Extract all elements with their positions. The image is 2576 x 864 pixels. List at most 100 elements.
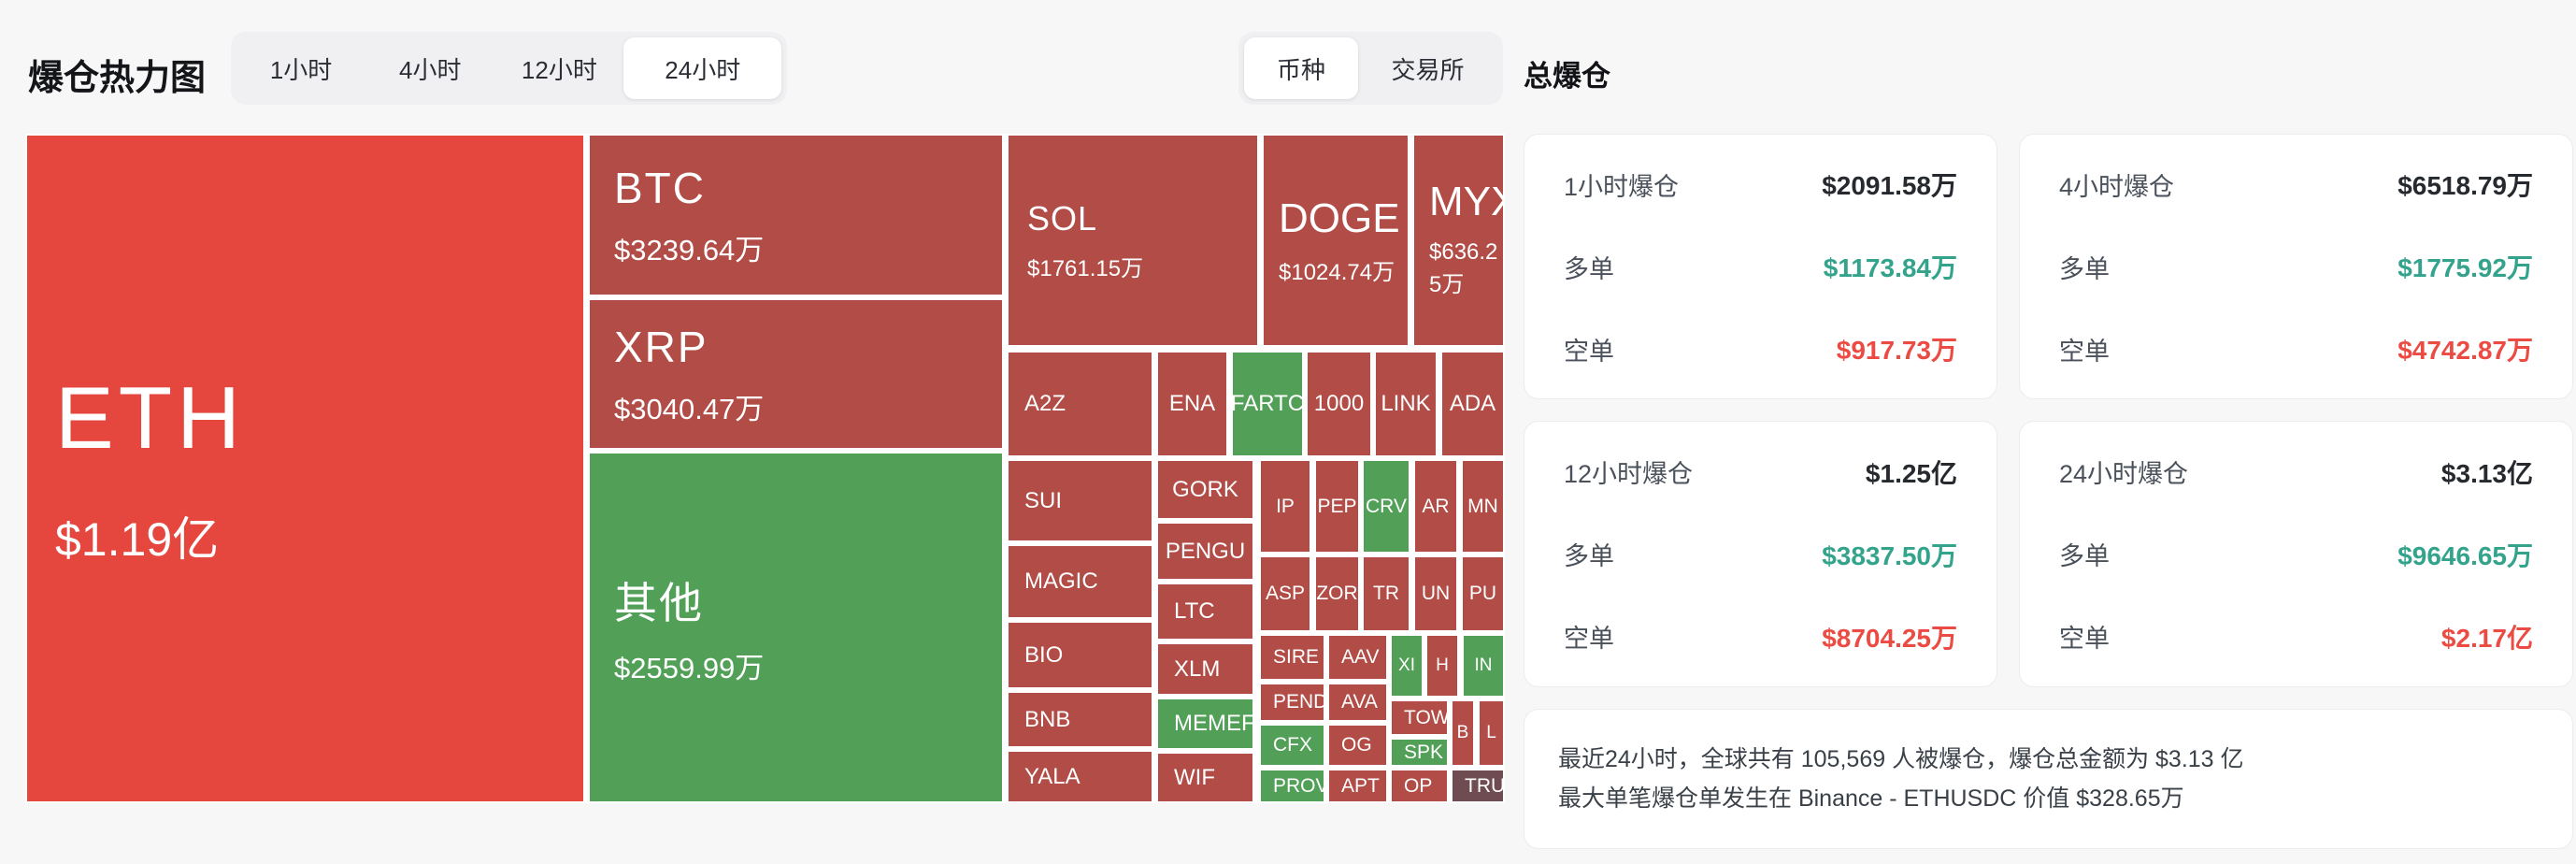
timeframe-tab-group: 1小时 4小时 12小时 24小时 xyxy=(231,32,787,105)
treemap-tile-BIO[interactable]: BIO xyxy=(1007,621,1153,689)
treemap-tile-AAV[interactable]: AAV xyxy=(1327,634,1388,681)
treemap-tile-SIRE[interactable]: SIRE xyxy=(1259,634,1325,681)
tile-symbol: MYX xyxy=(1429,179,1503,225)
period-total: $6518.79万 xyxy=(2397,171,2533,200)
treemap-tile-ZOR[interactable]: ZOR xyxy=(1314,555,1360,632)
long-label: 多单 xyxy=(1564,542,1614,570)
tile-symbol: WIF xyxy=(1174,764,1215,790)
toggle-coin[interactable]: 币种 xyxy=(1244,37,1358,99)
treemap-tile-AR[interactable]: AR xyxy=(1413,459,1458,554)
treemap-tile-MN[interactable]: MN xyxy=(1461,459,1505,554)
treemap-tile-B[interactable]: B xyxy=(1451,699,1475,767)
short-value: $2.17亿 xyxy=(2440,623,2533,653)
tab-4h[interactable]: 4小时 xyxy=(399,55,462,84)
treemap-tile-PROV[interactable]: PROV xyxy=(1259,769,1325,803)
tab-1h[interactable]: 1小时 xyxy=(269,55,333,84)
treemap-tile-L[interactable]: L xyxy=(1478,699,1505,767)
tile-symbol: SIRE xyxy=(1273,646,1320,668)
tile-symbol: PU xyxy=(1468,583,1497,604)
total-liquidation-title: 总爆仓 xyxy=(1524,60,1610,93)
note-line-1: 最近24小时，全球共有 105,569 人被爆仓，爆仓总金额为 $3.13 亿 xyxy=(1558,746,2244,772)
treemap-tile-DOGE[interactable]: DOGE $1024.74万 xyxy=(1262,134,1410,347)
treemap-tile-BTC[interactable]: BTC $3239.64万 xyxy=(588,134,1004,296)
tile-symbol: B xyxy=(1456,723,1469,742)
treemap-tile-MAGIC[interactable]: MAGIC xyxy=(1007,544,1153,619)
treemap-tile-SPK[interactable]: SPK xyxy=(1390,738,1449,767)
treemap-tile-ADA[interactable]: ADA xyxy=(1440,351,1505,457)
tile-symbol: YALA xyxy=(1024,763,1080,789)
treemap-tile-LINK[interactable]: LINK xyxy=(1374,351,1438,457)
treemap-tile-ASP[interactable]: ASP xyxy=(1259,555,1311,632)
long-label: 多单 xyxy=(2059,542,2110,570)
treemap-tile-IP[interactable]: IP xyxy=(1259,459,1311,554)
treemap-tile-IN[interactable]: IN xyxy=(1462,634,1505,698)
treemap-tile-1000[interactable]: 1000 xyxy=(1306,351,1372,457)
tile-symbol: DOGE xyxy=(1279,194,1400,241)
tile-symbol: ETH xyxy=(55,368,245,467)
treemap-tile-GORK[interactable]: GORK xyxy=(1156,459,1254,520)
toggle-exchange[interactable]: 交易所 xyxy=(1391,55,1465,84)
period-label: 1小时爆仓 xyxy=(1564,172,1680,201)
treemap-tile-LTC[interactable]: LTC xyxy=(1156,583,1254,641)
tile-symbol: OP xyxy=(1404,774,1433,797)
liquidation-card-12h: 12小时爆仓 $1.25亿 多单 $3837.50万 空单 $8704.25万 xyxy=(1524,421,1997,687)
tile-symbol: PENGU xyxy=(1165,538,1246,564)
tile-symbol: PEND xyxy=(1273,691,1325,713)
tile-symbol: BIO xyxy=(1024,641,1064,668)
long-value: $3837.50万 xyxy=(1822,540,1957,570)
treemap-tile-OG[interactable]: OG xyxy=(1327,724,1388,767)
short-value: $8704.25万 xyxy=(1822,623,1957,653)
treemap-tile-其他[interactable]: 其他 $2559.99万 xyxy=(588,452,1004,803)
treemap-tile-ETH[interactable]: ETH $1.19亿 xyxy=(25,134,585,803)
tile-symbol: AAV xyxy=(1341,646,1380,668)
tile-value: $1.19亿 xyxy=(55,513,220,566)
liquidation-summary-note: 最近24小时，全球共有 105,569 人被爆仓，爆仓总金额为 $3.13 亿 … xyxy=(1524,709,2573,849)
treemap-tile-ENA[interactable]: ENA xyxy=(1156,351,1228,457)
tile-symbol: H xyxy=(1436,655,1449,675)
liquidation-card-24h: 24小时爆仓 $3.13亿 多单 $9646.65万 空单 $2.17亿 xyxy=(2019,421,2573,687)
tile-symbol: TRU xyxy=(1465,774,1505,797)
tile-symbol: ENA xyxy=(1168,391,1216,416)
treemap-tile-XLM[interactable]: XLM xyxy=(1156,642,1254,696)
treemap-tile-PEND[interactable]: PEND xyxy=(1259,683,1325,722)
treemap-tile-TR[interactable]: TR xyxy=(1362,555,1410,632)
short-label: 空单 xyxy=(1564,337,1614,366)
treemap-tile-SUI[interactable]: SUI xyxy=(1007,459,1153,542)
tile-symbol: OG xyxy=(1341,734,1372,756)
tab-24h[interactable]: 24小时 xyxy=(623,37,782,99)
treemap-tile-UN[interactable]: UN xyxy=(1413,555,1458,632)
tile-symbol: CFX xyxy=(1273,734,1312,756)
tile-symbol: XRP xyxy=(614,322,708,371)
treemap-tile-SOL[interactable]: SOL $1761.15万 xyxy=(1007,134,1259,347)
treemap-tile-CFX[interactable]: CFX xyxy=(1259,724,1325,767)
treemap-tile-YALA[interactable]: YALA xyxy=(1007,750,1153,803)
treemap-tile-PU[interactable]: PU xyxy=(1461,555,1505,632)
treemap-tile-A2Z[interactable]: A2Z xyxy=(1007,351,1153,457)
treemap-tile-FARTC[interactable]: FARTC xyxy=(1231,351,1304,457)
treemap-tile-OP[interactable]: OP xyxy=(1390,769,1449,803)
tile-symbol: UN xyxy=(1421,583,1451,604)
treemap-tile-CRV[interactable]: CRV xyxy=(1362,459,1410,554)
treemap-tile-H[interactable]: H xyxy=(1425,634,1459,698)
long-label: 多单 xyxy=(1564,254,1614,283)
tile-symbol: SUI xyxy=(1024,487,1063,513)
treemap-tile-WIF[interactable]: WIF xyxy=(1156,752,1254,803)
tile-symbol: BTC xyxy=(614,163,706,212)
treemap-tile-APT[interactable]: APT xyxy=(1327,769,1388,803)
treemap-tile-MEMEFI[interactable]: MEMEFI xyxy=(1156,698,1254,750)
treemap-tile-XI[interactable]: XI xyxy=(1390,634,1424,698)
tile-symbol: AR xyxy=(1422,495,1450,517)
treemap-tile-AVA[interactable]: AVA xyxy=(1327,683,1388,722)
treemap-tile-BNB[interactable]: BNB xyxy=(1007,691,1153,748)
tile-symbol: MN xyxy=(1467,495,1498,517)
short-label: 空单 xyxy=(2059,337,2110,366)
treemap-tile-TOW[interactable]: TOW xyxy=(1390,699,1449,736)
treemap-tile-PENGU[interactable]: PENGU xyxy=(1156,522,1254,581)
tile-symbol: PROV xyxy=(1273,774,1325,797)
treemap-tile-TRU[interactable]: TRU xyxy=(1451,769,1505,803)
treemap-tile-PEP[interactable]: PEP xyxy=(1314,459,1360,554)
treemap-tile-XRP[interactable]: XRP $3040.47万 xyxy=(588,298,1004,450)
treemap-tile-MYX[interactable]: MYX $636.25万 xyxy=(1412,134,1505,347)
period-label: 4小时爆仓 xyxy=(2059,172,2175,201)
tab-12h[interactable]: 12小时 xyxy=(521,55,597,84)
